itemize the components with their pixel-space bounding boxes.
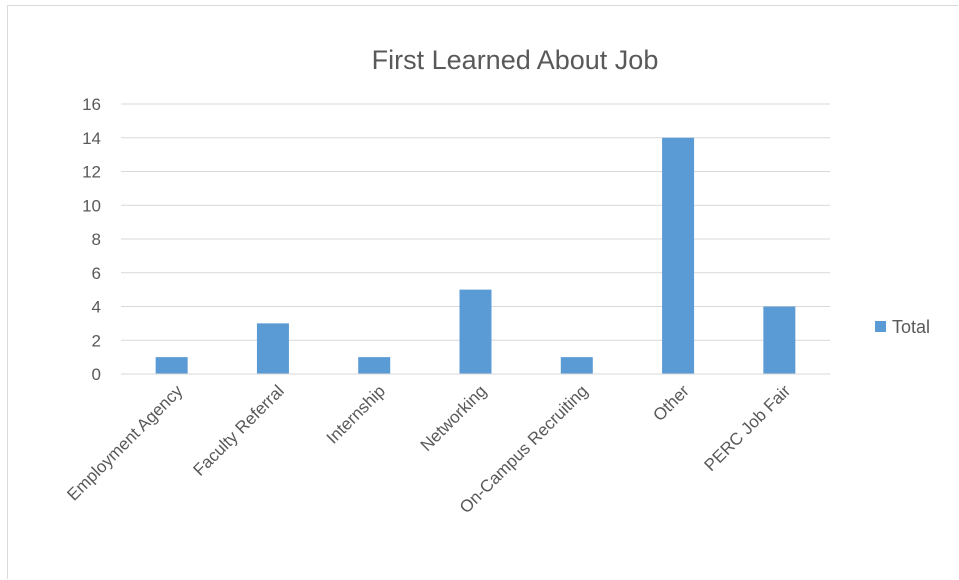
x-tick-label: Faculty Referral xyxy=(189,381,287,479)
bars xyxy=(155,137,796,374)
y-tick-label: 10 xyxy=(82,196,101,215)
x-tick-label: PERC Job Fair xyxy=(701,381,795,475)
bar-on-campus-recruiting xyxy=(560,357,593,374)
y-tick-label: 16 xyxy=(82,95,101,114)
chart-title: First Learned About Job xyxy=(372,45,659,75)
y-tick-label: 0 xyxy=(92,365,101,384)
legend: Total xyxy=(875,317,930,337)
x-tick-label: Employment Agency xyxy=(63,381,186,504)
y-tick-label: 14 xyxy=(82,129,101,148)
y-tick-label: 8 xyxy=(92,230,101,249)
x-tick-label: Internship xyxy=(323,381,389,447)
x-tick-label: Other xyxy=(649,381,693,425)
legend-label-total: Total xyxy=(892,317,930,337)
x-axis-ticks: Employment Agency Faculty Referral Interns… xyxy=(63,381,794,517)
chart-frame xyxy=(7,5,958,579)
y-axis-ticks: 0 2 4 6 8 10 12 14 16 xyxy=(82,95,101,384)
bar-faculty-referral xyxy=(256,323,289,374)
bar-networking xyxy=(459,289,492,374)
legend-swatch xyxy=(875,321,886,332)
y-tick-label: 6 xyxy=(92,264,101,283)
y-tick-label: 4 xyxy=(92,298,101,317)
x-tick-label: Networking xyxy=(417,381,491,455)
y-tick-label: 2 xyxy=(92,331,101,350)
bar-perc-job-fair xyxy=(763,306,796,374)
bar-employment-agency xyxy=(155,357,188,374)
bar-internship xyxy=(358,357,391,374)
bar-other xyxy=(662,137,695,374)
y-tick-label: 12 xyxy=(82,163,101,182)
